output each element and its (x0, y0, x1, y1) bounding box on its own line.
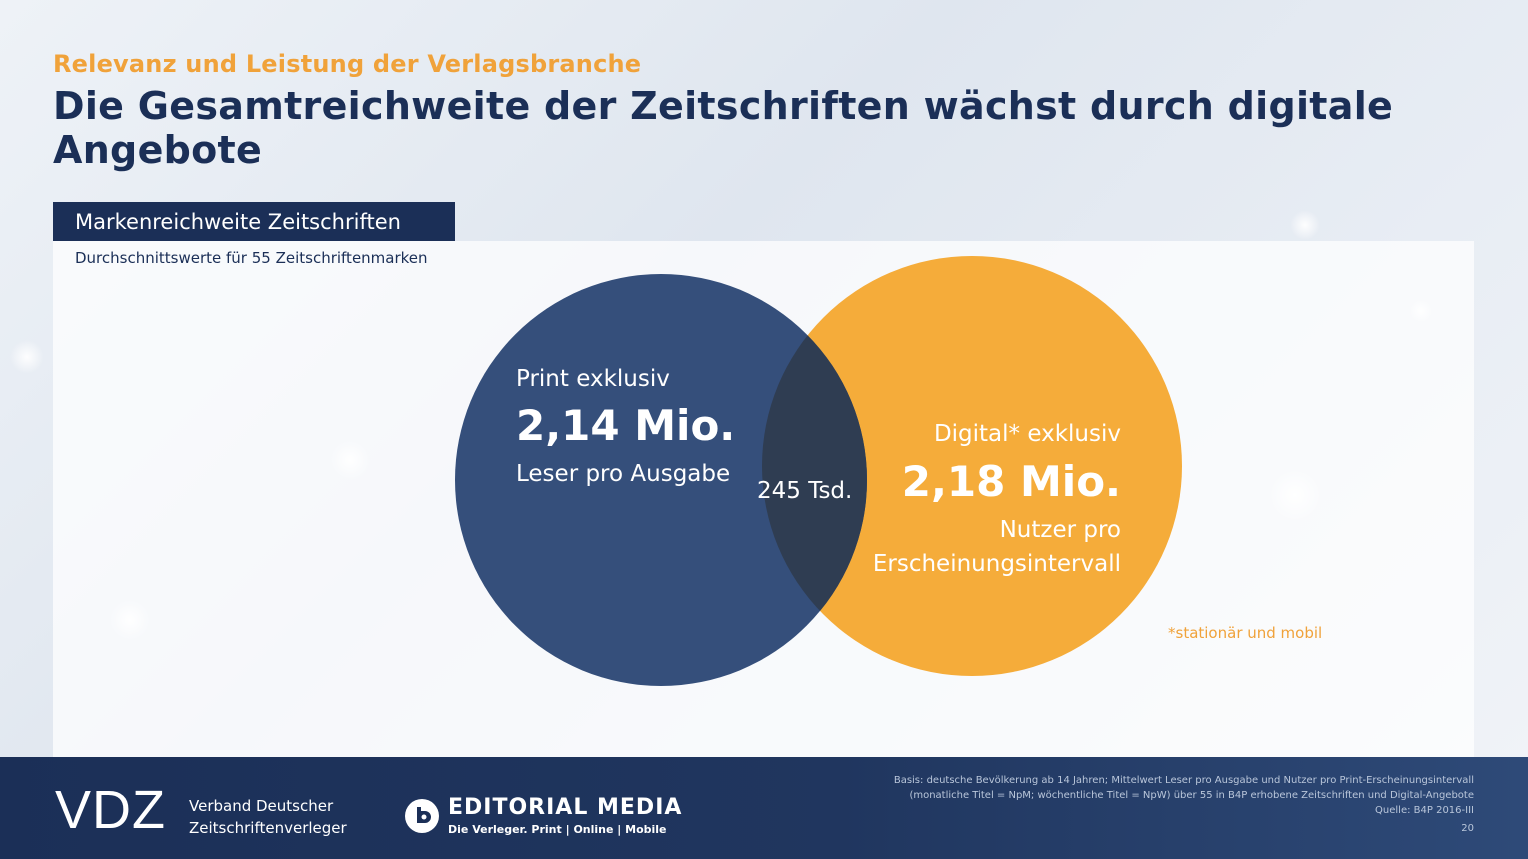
source-line3: Quelle: B4P 2016-III (1375, 805, 1474, 816)
print-exclusive-unit: Leser pro Ausgabe (516, 461, 731, 487)
digital-circle (762, 256, 1182, 676)
kicker-title: Relevanz und Leistung der Verlagsbranche (53, 50, 642, 78)
editorial-media-tagline: Die Verleger. Print | Online | Mobile (448, 823, 667, 836)
footnote: *stationär und mobil (1168, 624, 1323, 642)
source-line1: Basis: deutsche Bevölkerung ab 14 Jahren… (893, 775, 1474, 786)
page-number: 20 (1461, 823, 1474, 834)
footer-bar (0, 757, 1528, 859)
source-line2: (monatliche Titel = NpM; wöchentliche Ti… (909, 790, 1474, 801)
digital-exclusive-value: 2,18 Mio. (901, 457, 1121, 506)
page-title: Die Gesamtreichweite der Zeitschriften w… (53, 84, 1394, 172)
vdz-logo: VDZ (55, 780, 166, 840)
print-circle (455, 274, 867, 686)
vdz-name-line1: Verband Deutscher (189, 797, 334, 815)
section-subtitle: Durchschnittswerte für 55 Zeitschriftenm… (75, 249, 428, 267)
digital-exclusive-unit-line1: Nutzer pro (999, 517, 1121, 543)
source-note: Basis: deutsche Bevölkerung ab 14 Jahren… (794, 773, 1474, 818)
editorial-media-title: EDITORIAL MEDIA (448, 795, 683, 820)
print-exclusive-value: 2,14 Mio. (516, 401, 736, 450)
editorial-media-icon (405, 799, 439, 833)
digital-exclusive-label: Digital* exklusiv (933, 421, 1121, 447)
section-title-text: Markenreichweite Zeitschriften (75, 209, 401, 234)
print-exclusive-label: Print exklusiv (516, 366, 670, 392)
overlap-value: 245 Tsd. (757, 478, 853, 504)
section-title: Markenreichweite Zeitschriften (53, 202, 455, 241)
vdz-name: Verband Deutscher Zeitschriftenverleger (189, 795, 347, 839)
digital-exclusive-unit-line2: Erscheinungsintervall (872, 551, 1121, 577)
vdz-name-line2: Zeitschriftenverleger (189, 819, 347, 837)
